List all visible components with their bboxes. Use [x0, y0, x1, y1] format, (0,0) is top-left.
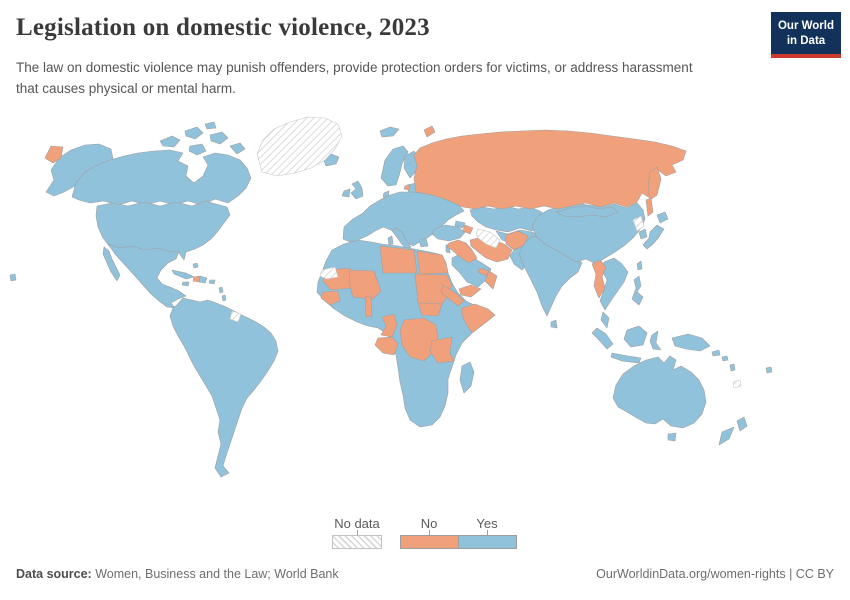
region-united-kingdom[interactable] — [350, 180, 364, 200]
region-haiti[interactable] — [192, 275, 201, 283]
region-canada-arctic[interactable] — [184, 126, 204, 140]
region-togo-benin[interactable] — [364, 295, 373, 318]
region-australia[interactable] — [612, 355, 707, 429]
region-new-zealand-north[interactable] — [736, 416, 748, 432]
region-south-korea[interactable] — [638, 228, 648, 240]
region-myanmar[interactable] — [591, 259, 607, 299]
region-solomon-islands[interactable] — [721, 355, 729, 362]
region-canada-arctic[interactable] — [209, 131, 229, 145]
region-sardinia[interactable] — [387, 235, 394, 246]
legend-yes-tick — [487, 530, 488, 535]
region-vanuatu[interactable] — [729, 363, 736, 372]
region-russia-kamchatka[interactable] — [647, 166, 662, 201]
region-new-caledonia[interactable] — [732, 379, 742, 389]
legend-no-label[interactable]: No — [420, 516, 438, 531]
region-japan-honshu[interactable] — [642, 224, 665, 250]
region-greenland[interactable] — [256, 116, 343, 177]
region-canada-arctic[interactable] — [204, 121, 217, 130]
region-oman[interactable] — [484, 270, 498, 290]
region-new-zealand-south[interactable] — [718, 426, 735, 446]
region-lesser-antilles[interactable] — [218, 286, 224, 294]
region-north-korea[interactable] — [632, 215, 645, 232]
region-mexico-central-america[interactable] — [107, 243, 187, 309]
region-south-sudan[interactable] — [417, 302, 443, 317]
region-syria-iraq-jordan[interactable] — [446, 239, 478, 264]
region-sri-lanka[interactable] — [550, 319, 558, 329]
region-hawaii[interactable] — [9, 273, 17, 282]
region-baja-california[interactable] — [102, 246, 121, 282]
region-gabon-congo[interactable] — [374, 336, 399, 356]
data-source-prefix: Data source: — [16, 567, 92, 581]
legend-no-data-swatch[interactable] — [332, 535, 382, 549]
region-egypt[interactable] — [416, 250, 449, 275]
region-ireland[interactable] — [341, 188, 351, 198]
region-mongolia[interactable] — [555, 205, 619, 218]
region-svalbard[interactable] — [379, 126, 400, 138]
region-bahamas[interactable] — [192, 262, 199, 269]
region-turkey[interactable] — [431, 224, 466, 242]
region-western-sahara[interactable] — [319, 266, 339, 280]
owid-logo-line1: Our World — [777, 20, 834, 32]
region-dr-congo[interactable] — [399, 317, 439, 362]
region-azerbaijan[interactable] — [462, 224, 474, 235]
region-turkmenistan[interactable] — [475, 228, 501, 249]
region-guinea[interactable] — [320, 290, 341, 306]
region-borneo[interactable] — [623, 325, 648, 348]
region-solomon-islands[interactable] — [711, 349, 721, 357]
region-greece[interactable] — [418, 237, 429, 248]
region-eritrea-djibouti[interactable] — [440, 284, 465, 307]
legend-no-tick — [429, 530, 430, 535]
region-taiwan[interactable] — [636, 260, 643, 271]
region-mali[interactable] — [348, 269, 382, 300]
region-canada-arctic[interactable] — [229, 142, 246, 155]
region-russia[interactable] — [413, 129, 687, 210]
owid-logo-line2: in Data — [786, 34, 826, 47]
region-sumatra[interactable] — [591, 327, 614, 350]
data-source: Data source: Women, Business and the Law… — [16, 567, 339, 581]
region-russia-kaliningrad[interactable] — [403, 184, 411, 191]
region-madagascar[interactable] — [459, 361, 475, 394]
region-dominican-republic[interactable] — [198, 275, 208, 284]
legend-no-data-tick — [357, 530, 358, 535]
region-malay-peninsula[interactable] — [600, 311, 610, 329]
region-french-guiana[interactable] — [229, 310, 242, 323]
region-canada-arctic[interactable] — [159, 135, 181, 148]
region-south-america[interactable] — [169, 297, 279, 478]
region-russia-chukotka[interactable] — [44, 145, 64, 164]
page-subtitle: The law on domestic violence may punish … — [16, 60, 693, 96]
page-title: Legislation on domestic violence, 2023 — [16, 14, 430, 41]
legend-no-swatch[interactable] — [400, 535, 458, 549]
region-tanzania[interactable] — [429, 336, 455, 364]
region-new-guinea[interactable] — [671, 333, 711, 352]
region-java[interactable] — [610, 352, 642, 364]
region-canada-arctic[interactable] — [188, 143, 207, 156]
region-fiji[interactable] — [765, 366, 773, 374]
region-uae-qatar[interactable] — [477, 267, 490, 277]
region-russia-novaya-zemlya[interactable] — [423, 125, 436, 138]
data-source-text: Women, Business and the Law; World Bank — [91, 567, 339, 581]
owid-logo[interactable]: Our World in Data — [771, 12, 841, 58]
region-russia-sakhalin[interactable] — [645, 197, 654, 217]
region-puerto-rico[interactable] — [208, 279, 216, 285]
region-philippines[interactable] — [631, 275, 644, 306]
region-japan-hokkaido[interactable] — [656, 211, 669, 224]
region-afghanistan[interactable] — [505, 230, 529, 251]
legend-yes-label[interactable]: Yes — [476, 516, 498, 531]
region-indochina[interactable] — [599, 257, 629, 311]
region-libya[interactable] — [379, 245, 418, 274]
region-jamaica[interactable] — [181, 281, 190, 287]
legend-no-data-label[interactable]: No data — [334, 516, 380, 531]
legend-yes-swatch[interactable] — [458, 535, 517, 549]
region-tasmania[interactable] — [667, 432, 677, 442]
region-georgia[interactable] — [454, 220, 466, 229]
region-somalia[interactable] — [461, 303, 496, 334]
region-cuba[interactable] — [171, 269, 195, 280]
region-lesser-antilles[interactable] — [221, 294, 227, 302]
attribution-link[interactable]: OurWorldinData.org/women-rights | CC BY — [596, 567, 834, 581]
region-sulawesi[interactable] — [649, 330, 662, 351]
region-yemen[interactable] — [458, 284, 482, 298]
